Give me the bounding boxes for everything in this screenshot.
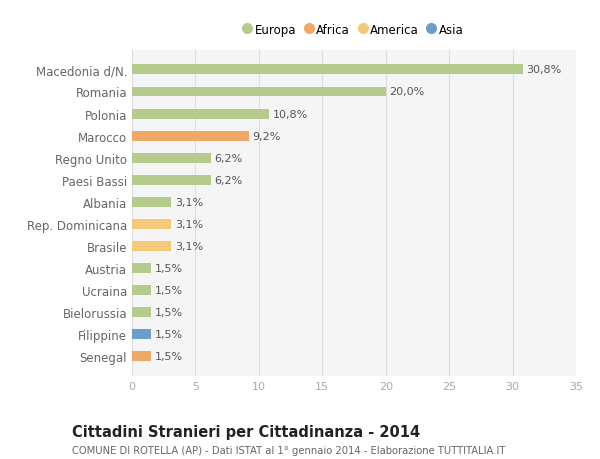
- Bar: [132, 87, 386, 97]
- Text: 10,8%: 10,8%: [273, 109, 308, 119]
- Bar: [132, 197, 172, 207]
- Bar: [132, 241, 172, 252]
- Text: 9,2%: 9,2%: [253, 131, 281, 141]
- Bar: [132, 308, 151, 318]
- Text: 6,2%: 6,2%: [214, 153, 243, 163]
- Bar: [132, 219, 172, 230]
- Text: 3,1%: 3,1%: [175, 197, 203, 207]
- Text: 6,2%: 6,2%: [214, 175, 243, 185]
- Bar: [132, 131, 249, 141]
- Text: 20,0%: 20,0%: [389, 87, 425, 97]
- Text: 1,5%: 1,5%: [155, 263, 183, 274]
- Bar: [132, 65, 523, 75]
- Bar: [132, 175, 211, 185]
- Legend: Europa, Africa, America, Asia: Europa, Africa, America, Asia: [241, 21, 467, 40]
- Text: Cittadini Stranieri per Cittadinanza - 2014: Cittadini Stranieri per Cittadinanza - 2…: [72, 425, 420, 440]
- Bar: [132, 109, 269, 119]
- Bar: [132, 263, 151, 274]
- Text: 1,5%: 1,5%: [155, 308, 183, 318]
- Bar: [132, 352, 151, 362]
- Text: 1,5%: 1,5%: [155, 352, 183, 362]
- Text: 30,8%: 30,8%: [527, 65, 562, 75]
- Text: 3,1%: 3,1%: [175, 219, 203, 230]
- Text: 1,5%: 1,5%: [155, 285, 183, 296]
- Bar: [132, 153, 211, 163]
- Text: 3,1%: 3,1%: [175, 241, 203, 252]
- Bar: [132, 285, 151, 296]
- Bar: [132, 330, 151, 340]
- Text: COMUNE DI ROTELLA (AP) - Dati ISTAT al 1° gennaio 2014 - Elaborazione TUTTITALIA: COMUNE DI ROTELLA (AP) - Dati ISTAT al 1…: [72, 445, 505, 455]
- Text: 1,5%: 1,5%: [155, 330, 183, 340]
